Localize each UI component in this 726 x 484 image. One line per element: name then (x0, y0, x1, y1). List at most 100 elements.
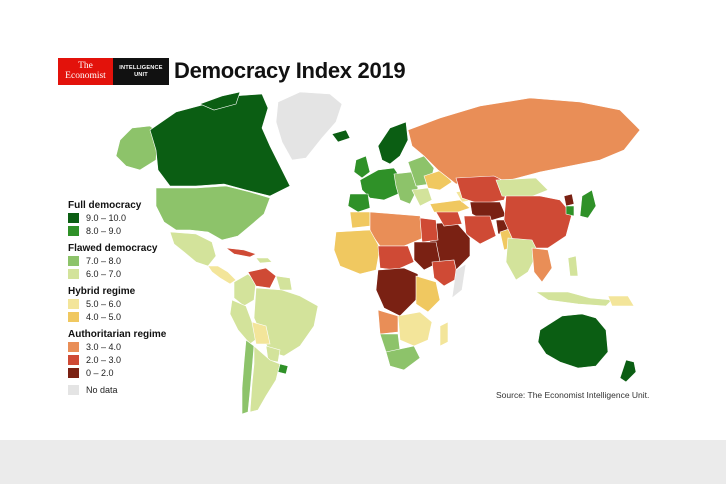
region-new-zealand (619, 359, 637, 383)
region-south-africa (385, 345, 421, 371)
legend: Full democracy 9.0 – 10.0 8.0 – 9.0 Flaw… (68, 200, 198, 396)
region-madagascar (439, 321, 449, 347)
legend-swatch (68, 311, 79, 322)
region-colombia (233, 273, 257, 307)
region-iberia (347, 193, 371, 213)
region-papua (607, 295, 635, 307)
legend-category-authoritarian-regime: Authoritarian regime (68, 329, 167, 340)
legend-item: 8.0 – 9.0 (68, 224, 198, 237)
map-title: Democracy Index 2019 (174, 58, 406, 83)
region-guianas (275, 275, 293, 291)
region-india (505, 237, 539, 281)
region-iran (463, 215, 497, 245)
legend-swatch (68, 298, 79, 309)
legend-item-label: 3.0 – 4.0 (86, 341, 122, 352)
region-mongolia (495, 177, 549, 199)
region-venezuela (247, 267, 277, 289)
economist-logo: The Economist INTELLIGENCE UNIT (58, 58, 169, 85)
legend-item: 9.0 – 10.0 (68, 211, 198, 224)
legend-item-no-data: No data (68, 383, 198, 396)
legend-swatch (68, 354, 79, 365)
region-canada (149, 93, 291, 197)
region-horn (431, 259, 459, 287)
region-iceland (331, 129, 351, 143)
region-angola (377, 309, 399, 335)
legend-swatch (68, 341, 79, 352)
region-greenland (275, 91, 343, 161)
region-argentina (249, 345, 281, 413)
region-russia (407, 97, 641, 185)
legend-item-label: No data (86, 384, 118, 395)
legend-swatch (68, 255, 79, 266)
region-east-africa (415, 275, 441, 313)
region-brazil (253, 287, 319, 357)
legend-item: 0 – 2.0 (68, 366, 198, 379)
region-central-africa (375, 267, 419, 317)
region-balkans (411, 187, 433, 207)
legend-category-hybrid-regime: Hybrid regime (68, 286, 136, 297)
region-indonesia (535, 291, 613, 307)
region-west-africa (333, 229, 381, 275)
legend-item: 3.0 – 4.0 (68, 340, 198, 353)
region-sahel (377, 245, 415, 271)
region-somalia (451, 263, 467, 299)
region-philippines (567, 255, 579, 277)
legend-item-label: 2.0 – 3.0 (86, 354, 122, 365)
region-usa (155, 185, 271, 241)
unit-line1: INTELLIGENCE (119, 64, 163, 71)
region-peru (229, 299, 259, 345)
region-caribbean (255, 257, 273, 264)
legend-item-label: 0 – 2.0 (86, 367, 114, 378)
legend-item-label: 5.0 – 6.0 (86, 298, 122, 309)
legend-swatch (68, 384, 79, 395)
region-australia (537, 313, 609, 369)
region-kazakhstan (455, 175, 511, 205)
legend-item-label: 4.0 – 5.0 (86, 311, 122, 322)
brand-line1: The (78, 61, 93, 71)
legend-item-label: 6.0 – 7.0 (86, 268, 122, 279)
region-bolivia (251, 321, 271, 345)
unit-line2: UNIT (134, 71, 148, 78)
legend-item: 4.0 – 5.0 (68, 310, 198, 323)
region-arctic-islands (199, 91, 241, 111)
footer-band (0, 440, 726, 484)
region-china (503, 195, 573, 249)
region-levant (435, 211, 463, 227)
region-egypt (419, 217, 439, 243)
legend-swatch (68, 212, 79, 223)
legend-item: 2.0 – 3.0 (68, 353, 198, 366)
region-namibia (379, 333, 401, 353)
economist-wordmark: The Economist (58, 58, 113, 85)
region-paraguay (265, 345, 281, 363)
brand-line2: Economist (65, 70, 106, 81)
region-southeast-asia (531, 247, 553, 283)
region-algeria-libya (369, 211, 429, 247)
legend-swatch (68, 367, 79, 378)
region-scandinavia (377, 121, 409, 165)
legend-swatch (68, 268, 79, 279)
source-note: Source: The Economist Intelligence Unit. (496, 390, 650, 400)
legend-item-label: 7.0 – 8.0 (86, 255, 122, 266)
region-japan (579, 189, 597, 219)
legend-swatch (68, 225, 79, 236)
region-central-america (207, 265, 237, 285)
legend-category-flawed-democracy: Flawed democracy (68, 243, 158, 254)
region-cuba (224, 247, 257, 258)
region-north-korea (563, 193, 575, 207)
region-uk (353, 155, 371, 179)
region-uruguay (277, 363, 289, 375)
legend-category-full-democracy: Full democracy (68, 200, 142, 211)
region-chile (241, 339, 255, 415)
legend-item-label: 8.0 – 9.0 (86, 225, 122, 236)
region-southern-africa (397, 311, 433, 347)
legend-item: 7.0 – 8.0 (68, 254, 198, 267)
region-morocco (349, 211, 371, 229)
legend-item-label: 9.0 – 10.0 (86, 212, 127, 223)
legend-item: 6.0 – 7.0 (68, 267, 198, 280)
region-alaska (115, 125, 159, 171)
region-south-korea (565, 205, 575, 217)
region-turkey (429, 199, 471, 215)
legend-item: 5.0 – 6.0 (68, 297, 198, 310)
intelligence-unit-mark: INTELLIGENCE UNIT (113, 58, 169, 85)
